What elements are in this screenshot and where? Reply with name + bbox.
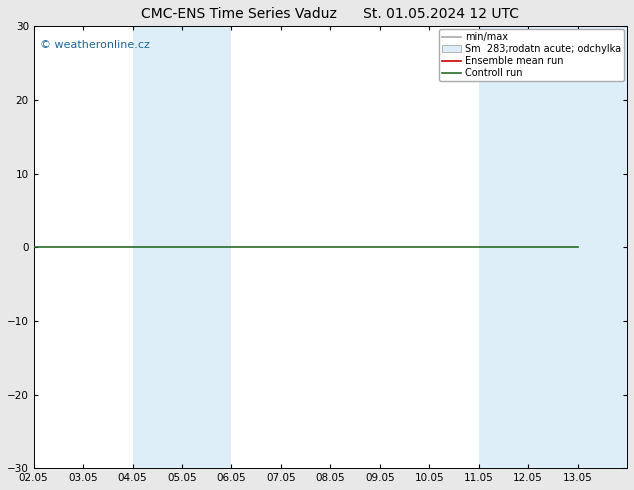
Title: CMC-ENS Time Series Vaduz      St. 01.05.2024 12 UTC: CMC-ENS Time Series Vaduz St. 01.05.2024… — [141, 7, 519, 21]
Text: © weatheronline.cz: © weatheronline.cz — [39, 40, 150, 49]
Legend: min/max, Sm  283;rodatn acute; odchylka, Ensemble mean run, Controll run: min/max, Sm 283;rodatn acute; odchylka, … — [439, 29, 624, 81]
Bar — [479, 26, 627, 468]
Bar — [133, 26, 231, 468]
